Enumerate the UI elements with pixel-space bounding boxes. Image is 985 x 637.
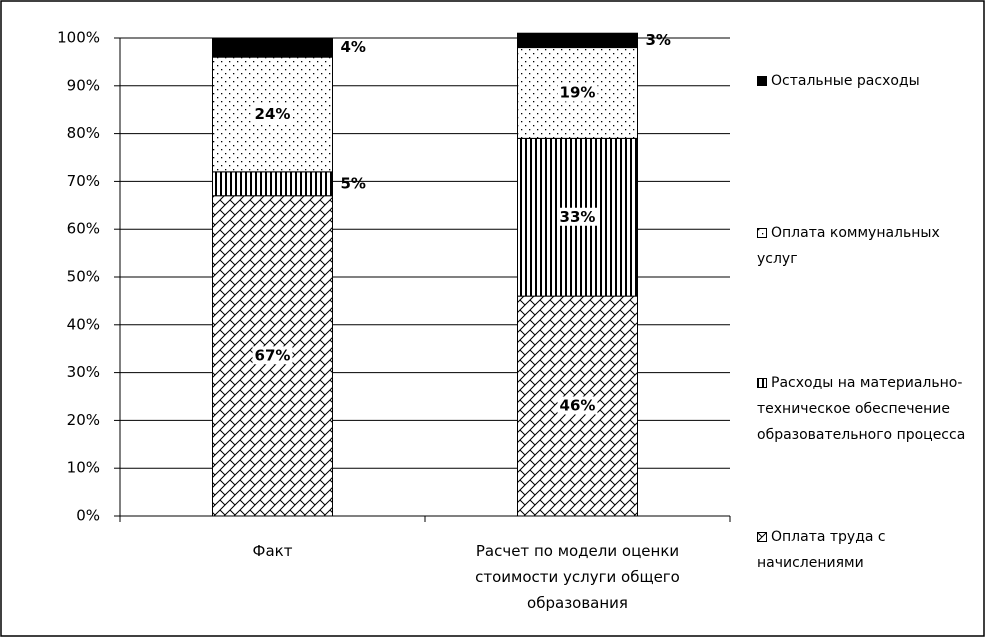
y-tick-label: 70% (67, 172, 100, 190)
label-bg (557, 396, 598, 415)
legend-item: Остальные расходы (757, 68, 979, 94)
legend-marker (757, 228, 767, 238)
legend-marker (757, 76, 767, 86)
y-tick-label: 100% (57, 29, 100, 47)
legend-item: Оплата коммунальных услуг (757, 220, 979, 272)
y-tick-label: 40% (67, 315, 100, 333)
bar-segment (212, 171, 333, 197)
y-tick-label: 30% (67, 363, 100, 381)
legend-label: Оплата коммунальных услуг (757, 225, 940, 267)
data-label: 19% (560, 83, 596, 101)
label-bg (252, 104, 293, 123)
label-bg (557, 207, 598, 226)
x-tick-label: Расчет по модели оценки стоимости услуги… (475, 542, 680, 612)
data-label: 4% (341, 38, 366, 56)
y-tick-label: 10% (67, 459, 100, 477)
legend-label: Оплата труда с начислениями (757, 529, 886, 571)
y-tick-label: 80% (67, 124, 100, 142)
label-bg (252, 346, 293, 365)
legend-swatch (757, 378, 767, 388)
legend-item: Оплата труда с начислениями (757, 524, 979, 576)
y-tick-label: 90% (67, 76, 100, 94)
data-label: 3% (646, 31, 671, 49)
legend-label: Остальные расходы (771, 73, 920, 89)
data-label: 46% (560, 397, 596, 415)
legend-marker (757, 532, 767, 542)
y-tick-label: 0% (76, 507, 100, 525)
legend-swatch (757, 532, 767, 542)
bar-segment (517, 32, 638, 49)
y-tick-label: 50% (67, 268, 100, 286)
bar-segment (212, 37, 333, 58)
data-label: 24% (255, 105, 291, 123)
y-tick-label: 60% (67, 220, 100, 238)
x-tick-label: Факт (252, 542, 293, 560)
label-bg (557, 83, 598, 102)
data-label: 5% (341, 174, 366, 192)
y-tick-label: 20% (67, 411, 100, 429)
data-label: 67% (255, 346, 291, 364)
legend-swatch (757, 228, 767, 238)
legend-label: Расходы на материально-техническое обесп… (757, 375, 966, 443)
data-label: 33% (560, 208, 596, 226)
legend-item: Расходы на материально-техническое обесп… (757, 370, 979, 448)
legend-marker (757, 378, 767, 388)
legend-swatch (757, 76, 767, 86)
